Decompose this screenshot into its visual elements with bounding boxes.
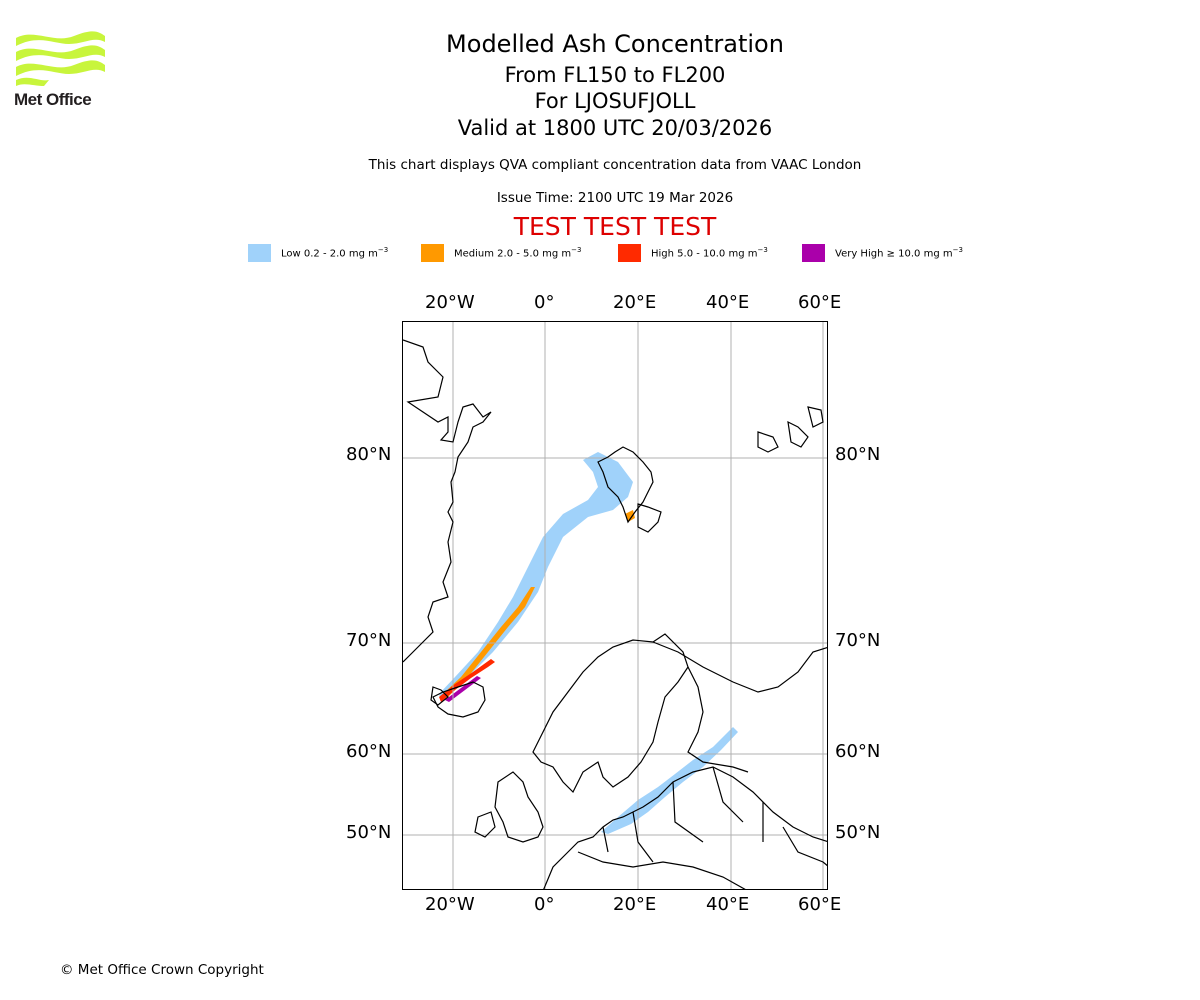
lon-tick-bottom-0: 0° [534,894,555,915]
met-office-logo: Met Office [14,30,109,112]
valid-time: Valid at 1800 UTC 20/03/2026 [457,116,773,140]
legend-item-low: Low 0.2 - 2.0 mg m−3 [248,244,388,262]
lon-tick-top-40e: 40°E [706,292,750,313]
legend-item-very-high: Very High ≥ 10.0 mg m−3 [802,244,963,262]
lon-tick-bottom-40e: 40°E [706,894,750,915]
lat-tick-left-50n: 50°N [346,822,392,843]
legend-swatch-low [248,244,271,262]
lat-tick-right-80n: 80°N [835,444,881,465]
lon-tick-bottom-20w: 20°W [425,894,475,915]
lon-tick-bottom-60e: 60°E [798,894,842,915]
lat-tick-left-80n: 80°N [346,444,392,465]
legend-item-high: High 5.0 - 10.0 mg m−3 [618,244,768,262]
copyright: © Met Office Crown Copyright [60,962,264,978]
ash-low-plume [439,452,633,700]
lon-tick-top-0: 0° [534,292,555,313]
lat-tick-right-60n: 60°N [835,741,881,762]
legend-label-medium: Medium 2.0 - 5.0 mg m [454,248,572,260]
location: For LJOSUFJOLL [534,89,696,113]
lat-tick-right-70n: 70°N [835,630,881,651]
graticule [403,322,827,889]
coastlines [403,339,827,889]
legend-swatch-high [618,244,641,262]
legend-swatch-very-high [802,244,825,262]
logo-text: Met Office [14,90,92,109]
lat-tick-left-70n: 70°N [346,630,392,651]
level-range: From FL150 to FL200 [504,63,726,87]
test-banner: TEST TEST TEST [513,212,717,241]
legend-item-medium: Medium 2.0 - 5.0 mg m−3 [421,244,581,262]
legend-label-very-high: Very High ≥ 10.0 mg m [835,248,953,260]
description: This chart displays QVA compliant concen… [368,157,862,173]
lon-tick-top-60e: 60°E [798,292,842,313]
issue-time: Issue Time: 2100 UTC 19 Mar 2026 [496,190,734,206]
lat-tick-left-60n: 60°N [346,741,392,762]
lat-tick-right-50n: 50°N [835,822,881,843]
legend-swatch-medium [421,244,444,262]
legend-label-low: Low 0.2 - 2.0 mg m [281,248,378,260]
ash-medium-plume [445,587,535,697]
legend-label-high: High 5.0 - 10.0 mg m [651,248,758,260]
lon-tick-top-20e: 20°E [613,292,657,313]
ash-map [402,321,828,890]
wave-logo-icon [16,31,105,86]
map-canvas [403,322,827,889]
chart-title: Modelled Ash Concentration [446,30,784,58]
lon-tick-top-20w: 20°W [425,292,475,313]
lon-tick-bottom-20e: 20°E [613,894,657,915]
